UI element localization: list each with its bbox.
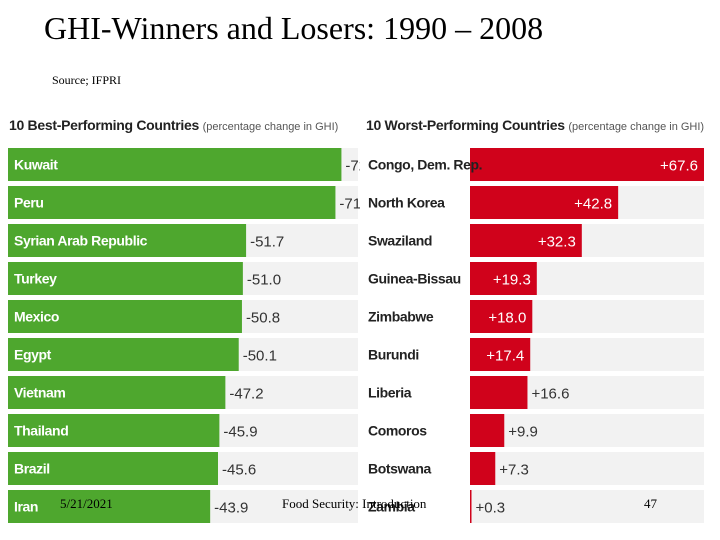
best-category-label-vietnam: Vietnam bbox=[14, 385, 65, 401]
worst-bar-congo-dem-rep bbox=[470, 148, 704, 181]
best-chart-title: 10 Best-Performing Countries bbox=[9, 117, 199, 133]
best-category-label-brazil: Brazil bbox=[14, 461, 50, 477]
best-bar-thailand bbox=[8, 414, 220, 447]
worst-bar-zambia bbox=[470, 490, 472, 523]
worst-category-label-burundi: Burundi bbox=[368, 347, 419, 363]
worst-value-label-botswana: +7.3 bbox=[499, 462, 529, 479]
worst-bar-botswana bbox=[470, 452, 496, 485]
best-value-label-brazil: -45.6 bbox=[222, 462, 256, 479]
worst-category-label-liberia: Liberia bbox=[368, 385, 412, 401]
best-value-label-kuwait: -72.4 bbox=[345, 158, 360, 175]
worst-bar-comoros bbox=[470, 414, 505, 447]
best-value-label-thailand: -45.9 bbox=[223, 424, 257, 441]
worst-label-bg-zambia bbox=[362, 490, 470, 523]
best-bar-iran bbox=[8, 490, 211, 523]
worst-category-label-north-korea: North Korea bbox=[368, 195, 445, 211]
worst-value-label-zimbabwe: +18.0 bbox=[488, 310, 526, 327]
best-bar-vietnam bbox=[8, 376, 226, 409]
worst-label-bg-burundi bbox=[362, 338, 470, 371]
best-category-label-syrian-arab-republic: Syrian Arab Republic bbox=[14, 233, 148, 249]
best-category-label-egypt: Egypt bbox=[14, 347, 52, 363]
worst-value-label-north-korea: +42.8 bbox=[574, 196, 612, 213]
worst-bar-liberia bbox=[470, 376, 528, 409]
best-chart-subtitle: (percentage change in GHI) bbox=[202, 121, 339, 133]
best-bar-syrian-arab-republic bbox=[8, 224, 247, 257]
best-value-label-iran: -43.9 bbox=[214, 500, 248, 517]
worst-bar-north-korea bbox=[470, 186, 619, 219]
worst-category-label-guinea-bissau: Guinea-Bissau bbox=[368, 271, 461, 287]
worst-label-bg-guinea-bissau bbox=[362, 262, 470, 295]
worst-chart-title: 10 Worst-Performing Countries bbox=[366, 117, 565, 133]
worst-value-label-liberia: +16.6 bbox=[531, 386, 569, 403]
worst-bar-zimbabwe bbox=[470, 300, 533, 333]
ghi-charts: 10 Best-Performing Countries (percentage… bbox=[0, 112, 720, 540]
worst-category-label-botswana: Botswana bbox=[368, 461, 432, 477]
source-note: Source; IFPRI bbox=[52, 73, 121, 87]
worst-value-label-zambia: +0.3 bbox=[476, 500, 506, 517]
best-performing-chart: Kuwait -72.4 Peru -71.1 Syrian Arab Republic… bbox=[8, 148, 360, 523]
worst-chart-subtitle: (percentage change in GHI) bbox=[568, 121, 705, 133]
best-value-label-vietnam: -47.2 bbox=[229, 386, 263, 403]
best-category-label-kuwait: Kuwait bbox=[14, 157, 58, 173]
worst-value-label-congo-dem-rep: +67.6 bbox=[660, 158, 698, 175]
worst-chart-header: 10 Worst-Performing Countries (percentag… bbox=[366, 117, 704, 133]
best-bar-kuwait bbox=[8, 148, 342, 181]
worst-bar-swaziland bbox=[470, 224, 582, 257]
worst-value-label-burundi: +17.4 bbox=[486, 348, 524, 365]
footer-date: 5/21/2021 bbox=[60, 496, 113, 511]
worst-bar-burundi bbox=[470, 338, 531, 371]
worst-label-bg-north-korea bbox=[362, 186, 470, 219]
best-category-label-turkey: Turkey bbox=[14, 271, 57, 287]
best-value-label-peru: -71.1 bbox=[339, 196, 360, 213]
worst-label-bg-zimbabwe bbox=[362, 300, 470, 333]
best-value-label-turkey: -51.0 bbox=[247, 272, 281, 289]
worst-category-label-comoros: Comoros bbox=[368, 423, 427, 439]
slide-title: GHI-Winners and Losers: 1990 – 2008 bbox=[44, 10, 544, 46]
best-bar-turkey bbox=[8, 262, 243, 295]
best-bar-peru bbox=[8, 186, 336, 219]
best-bar-mexico bbox=[8, 300, 242, 333]
worst-category-label-swaziland: Swaziland bbox=[368, 233, 432, 249]
worst-category-label-zambia: Zambia bbox=[368, 499, 415, 515]
worst-label-bg-congo-dem-rep bbox=[362, 148, 470, 181]
worst-label-bg-comoros bbox=[362, 414, 470, 447]
best-value-label-mexico: -50.8 bbox=[246, 310, 280, 327]
best-category-label-thailand: Thailand bbox=[14, 423, 68, 439]
best-bar-egypt bbox=[8, 338, 239, 371]
footer-center: Food Security: Introduction bbox=[282, 496, 427, 511]
best-value-label-syrian-arab-republic: -51.7 bbox=[250, 234, 284, 251]
footer-page-number: 47 bbox=[644, 496, 657, 511]
worst-value-label-swaziland: +32.3 bbox=[538, 234, 576, 251]
worst-bar-guinea-bissau bbox=[470, 262, 537, 295]
best-category-label-peru: Peru bbox=[14, 195, 44, 211]
worst-label-bg-swaziland bbox=[362, 224, 470, 257]
best-category-label-iran: Iran bbox=[14, 499, 38, 515]
worst-category-label-congo-dem-rep: Congo, Dem. Rep. bbox=[368, 157, 482, 173]
best-bar-brazil bbox=[8, 452, 218, 485]
worst-label-bg-botswana bbox=[362, 452, 470, 485]
worst-performing-chart: Congo, Dem. Rep. +67.6 North Korea +42.8 Swa… bbox=[362, 148, 704, 523]
worst-value-label-comoros: +9.9 bbox=[508, 424, 538, 441]
best-chart-header: 10 Best-Performing Countries (percentage… bbox=[9, 117, 338, 133]
worst-label-bg-liberia bbox=[362, 376, 470, 409]
worst-category-label-zimbabwe: Zimbabwe bbox=[368, 309, 434, 325]
best-category-label-mexico: Mexico bbox=[14, 309, 59, 325]
best-value-label-egypt: -50.1 bbox=[243, 348, 277, 365]
worst-value-label-guinea-bissau: +19.3 bbox=[493, 272, 531, 289]
